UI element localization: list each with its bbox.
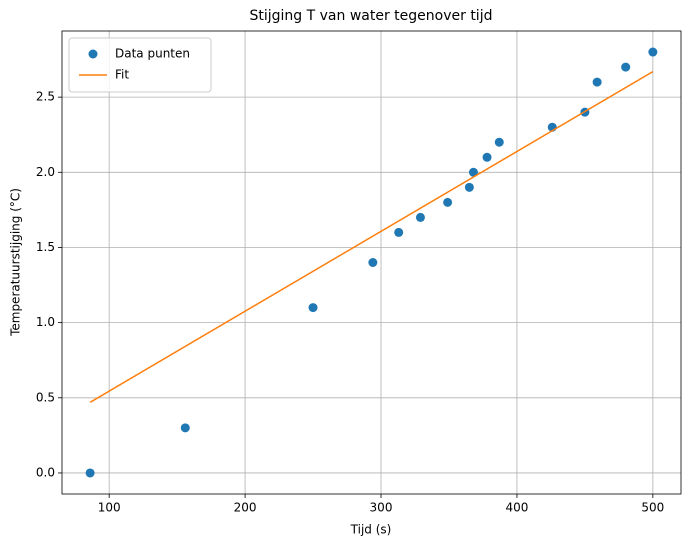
data-point <box>85 468 95 478</box>
y-tick-label: 0.5 <box>36 390 55 404</box>
plot-frame <box>61 30 682 495</box>
data-point <box>648 47 658 57</box>
x-tick-label: 300 <box>370 501 393 515</box>
fit-line <box>89 70 654 403</box>
data-point <box>494 137 504 147</box>
data-point <box>394 227 404 237</box>
data-point <box>482 152 492 162</box>
x-tick-label: 400 <box>505 501 528 515</box>
data-point <box>592 77 602 87</box>
y-tick-label: 2.5 <box>36 90 55 104</box>
legend-label: Data punten <box>115 47 190 61</box>
x-axis-label: Tijd (s) <box>350 523 392 537</box>
legend-box <box>68 37 212 93</box>
data-point <box>180 423 190 433</box>
data-point <box>464 182 474 192</box>
data-point <box>308 303 318 313</box>
data-point <box>368 258 378 267</box>
data-point <box>415 212 425 222</box>
data-point <box>468 167 478 177</box>
x-tick-label: 100 <box>98 501 121 515</box>
chart-title: Stijging T van water tegenover tijd <box>250 8 493 24</box>
y-tick-label: 2.0 <box>36 165 55 179</box>
legend-marker <box>88 49 98 59</box>
y-axis-label: Temperatuurstijging (°C) <box>9 188 23 337</box>
data-point <box>443 197 453 207</box>
y-tick-label: 1.5 <box>36 240 55 254</box>
data-point <box>621 62 631 72</box>
y-tick-label: 1.0 <box>36 315 55 329</box>
legend-label: Fit <box>115 68 129 82</box>
x-tick-label: 500 <box>641 501 664 515</box>
y-tick-label: 0.0 <box>36 465 55 479</box>
x-tick-label: 200 <box>234 501 257 515</box>
